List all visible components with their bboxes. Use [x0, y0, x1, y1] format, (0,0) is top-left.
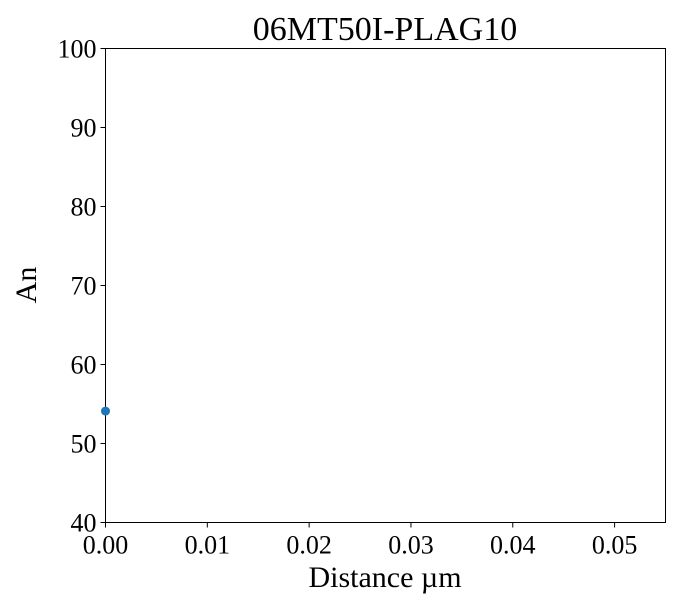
- y-axis: 40 50 60 70 80 90 100: [58, 35, 106, 538]
- y-tick-label: 80: [71, 193, 97, 222]
- plot-area: [105, 48, 666, 523]
- y-tick-label: 100: [58, 35, 97, 64]
- y-tick-label: 90: [71, 114, 97, 143]
- x-tick-label: 0.00: [83, 531, 129, 560]
- y-tick-label: 70: [71, 272, 97, 301]
- y-axis-label: An: [10, 267, 43, 304]
- y-tick-label: 40: [71, 509, 97, 538]
- x-tick-label: 0.03: [388, 531, 434, 560]
- chart-title: 06MT50I-PLAG10: [253, 11, 517, 48]
- x-tick-label: 0.04: [490, 531, 536, 560]
- data-point: [101, 406, 110, 416]
- x-tick-label: 0.02: [286, 531, 332, 560]
- data-points: [101, 406, 110, 416]
- x-axis: 0.00 0.01 0.02 0.03 0.04 0.05: [83, 522, 638, 560]
- y-tick-label: 60: [71, 351, 97, 380]
- x-axis-label: Distance µm: [308, 561, 461, 594]
- axes-frame: [105, 48, 666, 523]
- x-tick-label: 0.01: [185, 531, 231, 560]
- y-tick-label: 50: [71, 430, 97, 459]
- x-tick-label: 0.05: [592, 531, 638, 560]
